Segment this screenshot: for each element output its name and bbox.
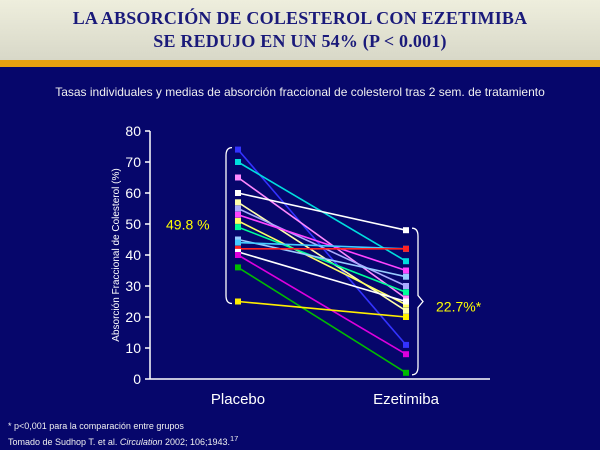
patient-series-line bbox=[237, 226, 407, 293]
footnote-source: Tomado de Sudhop T. et al. Circulation 2… bbox=[8, 434, 238, 447]
data-point-marker bbox=[235, 236, 241, 243]
source-suffix: 2002; 106;1943. bbox=[162, 437, 231, 447]
data-point-marker bbox=[235, 146, 241, 153]
data-point-marker bbox=[403, 307, 409, 314]
data-point-marker bbox=[403, 258, 409, 265]
x-category-label: Ezetimiba bbox=[373, 391, 440, 408]
y-tick-label: 30 bbox=[125, 278, 141, 294]
source-prefix: Tomado de Sudhop T. et al. bbox=[8, 437, 120, 447]
data-point-marker bbox=[235, 190, 241, 196]
source-journal: Circulation bbox=[119, 437, 163, 447]
data-point-marker bbox=[235, 298, 241, 305]
chart-subtitle: Tasas individuales y medias de absorción… bbox=[55, 85, 545, 99]
patient-series-line bbox=[237, 176, 407, 300]
title-band bbox=[0, 0, 600, 60]
data-point-marker bbox=[403, 267, 409, 274]
patient-series-line bbox=[237, 266, 407, 374]
data-point-marker bbox=[235, 224, 241, 231]
accent-bar bbox=[0, 60, 600, 67]
data-point-marker bbox=[235, 252, 241, 258]
data-point-marker bbox=[403, 314, 409, 320]
footnote-significance: * p<0,001 para la comparación entre grup… bbox=[8, 421, 184, 431]
patient-series-line bbox=[237, 251, 407, 303]
y-tick-label: 10 bbox=[125, 340, 141, 356]
y-tick-label: 70 bbox=[125, 154, 141, 170]
data-point-marker bbox=[235, 199, 241, 206]
placebo-mean-label: 49.8 % bbox=[166, 217, 210, 233]
data-point-marker bbox=[235, 211, 241, 218]
data-point-marker bbox=[235, 205, 241, 212]
y-tick-label: 60 bbox=[125, 185, 141, 201]
data-point-marker bbox=[235, 159, 241, 165]
data-point-marker bbox=[235, 245, 241, 252]
patient-series-line bbox=[237, 192, 407, 231]
data-point-marker bbox=[235, 248, 241, 255]
data-point-marker bbox=[403, 289, 409, 296]
slide-title-line2: SE REDUJO EN UN 54% (P < 0.001) bbox=[153, 31, 447, 51]
patient-series-line bbox=[237, 254, 407, 355]
data-point-marker bbox=[403, 245, 409, 252]
y-axis-label: Absorción Fraccional de Colesterol (%) bbox=[111, 168, 122, 341]
data-point-marker bbox=[403, 295, 409, 302]
data-point-marker bbox=[403, 227, 409, 234]
x-category-label: Placebo bbox=[211, 391, 265, 408]
slide-title-line1: LA ABSORCIÓN DE COLESTEROL CON EZETIMIBA bbox=[72, 8, 528, 28]
data-point-marker bbox=[403, 369, 409, 376]
data-point-marker bbox=[403, 351, 409, 358]
y-tick-label: 40 bbox=[125, 247, 141, 263]
data-point-marker bbox=[235, 239, 241, 246]
ezetimibe-range-bracket bbox=[411, 227, 424, 376]
patient-series-line bbox=[237, 241, 407, 250]
data-point-marker bbox=[403, 298, 409, 305]
placebo-range-bracket bbox=[225, 146, 233, 305]
data-point-marker bbox=[403, 283, 409, 289]
data-point-marker bbox=[235, 174, 241, 181]
y-tick-label: 0 bbox=[133, 371, 141, 387]
data-point-marker bbox=[403, 273, 409, 280]
data-point-marker bbox=[235, 217, 241, 224]
patient-series-line bbox=[237, 300, 407, 318]
ezetimibe-mean-label: 22.7%* bbox=[436, 299, 482, 315]
y-tick-label: 20 bbox=[125, 309, 141, 325]
data-point-marker bbox=[403, 341, 409, 348]
patient-series-line bbox=[237, 213, 407, 272]
source-reference: 17 bbox=[230, 434, 239, 443]
data-point-marker bbox=[235, 264, 241, 271]
patient-series-line bbox=[237, 238, 407, 278]
patient-series-line bbox=[237, 207, 407, 287]
patient-series-line bbox=[237, 220, 407, 306]
y-tick-label: 50 bbox=[125, 216, 141, 232]
y-tick-label: 80 bbox=[125, 123, 141, 139]
data-point-marker bbox=[403, 301, 409, 308]
